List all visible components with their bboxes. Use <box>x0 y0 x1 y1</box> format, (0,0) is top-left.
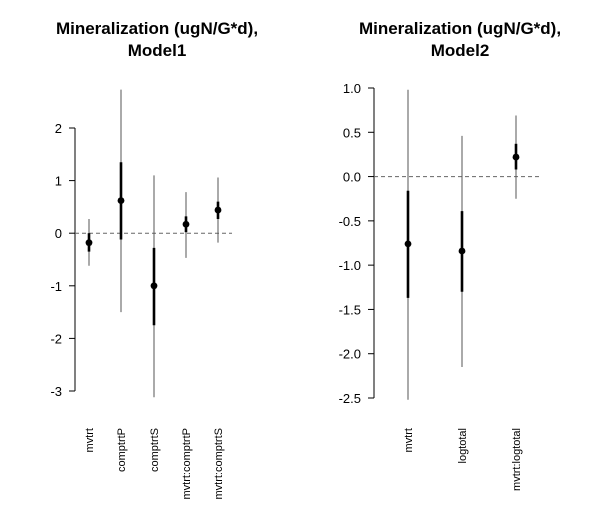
estimate-point <box>214 206 222 214</box>
y-tick-label: 0.0 <box>343 170 361 185</box>
panel-title-line-2: Model2 <box>431 41 490 60</box>
y-tick-label: -2.5 <box>339 391 361 406</box>
category-label: mvtrt:logtotal <box>511 428 523 491</box>
category-label: mvtrt:comptrtS <box>213 428 225 500</box>
estimate-point <box>512 153 520 161</box>
y-tick-label: -1 <box>50 279 62 294</box>
y-tick-label: -1.0 <box>339 258 361 273</box>
category-label: logtotal <box>457 428 469 463</box>
category-label: mvtrt <box>84 428 96 452</box>
estimate-point <box>458 247 466 255</box>
coefficient-plot-model1: 2 1 0 -1 -2 -3 mvtrt comptrtP comptrtS mvtrt:comp… <box>50 89 232 500</box>
panel-model2: Mineralization (ugN/G*d), Model2 1.0 0.5 0… <box>339 19 561 491</box>
y-tick-label: 0.5 <box>343 125 361 140</box>
panel-title-line-1: Mineralization (ugN/G*d), <box>56 19 258 38</box>
y-tick-label: 1 <box>55 174 62 189</box>
panel-title-line-1: Mineralization (ugN/G*d), <box>359 19 561 38</box>
category-label: mvtrt:comptrtP <box>181 428 193 500</box>
estimate-point <box>150 282 158 290</box>
estimate-point <box>117 197 125 204</box>
y-tick-label: 2 <box>55 121 62 136</box>
y-tick-label: 0 <box>55 226 62 241</box>
y-tick-label: 1.0 <box>343 81 361 96</box>
y-tick-label: -3 <box>50 384 62 399</box>
panel-model1: Mineralization (ugN/G*d), Model1 2 1 0 -1 -2… <box>50 19 258 500</box>
coefficient-plot-model2: 1.0 0.5 0.0 -0.5 -1.0 -1.5 -2.0 -2.5 mvtrt logtot… <box>339 81 540 491</box>
y-tick-label: -0.5 <box>339 214 361 229</box>
panel-title-line-2: Model1 <box>128 41 187 60</box>
category-label: mvtrt <box>403 428 415 452</box>
category-label: comptrtS <box>149 428 161 472</box>
category-label: comptrtP <box>116 428 128 472</box>
y-tick-label: -2.0 <box>339 347 361 362</box>
estimate-point <box>85 239 93 247</box>
y-tick-label: -1.5 <box>339 302 361 317</box>
estimate-point <box>404 240 412 248</box>
y-tick-label: -2 <box>50 331 62 346</box>
estimate-point <box>182 220 190 228</box>
